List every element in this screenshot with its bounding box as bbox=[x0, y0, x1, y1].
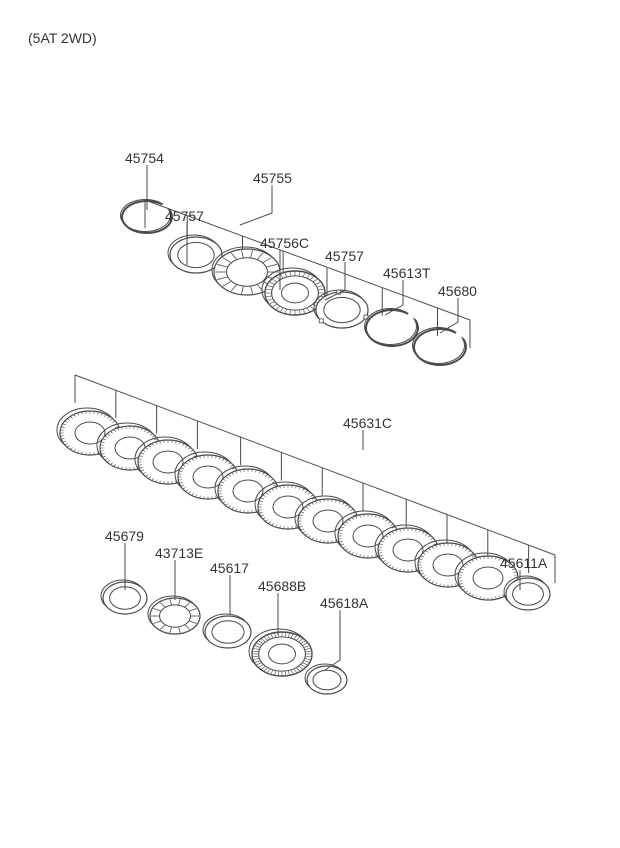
part-label-45680: 45680 bbox=[438, 283, 477, 299]
part-label-45631C: 45631C bbox=[343, 415, 392, 431]
part-label-45679: 45679 bbox=[105, 528, 144, 544]
part-label-45688B: 45688B bbox=[258, 578, 306, 594]
part-label-45611A: 45611A bbox=[500, 555, 547, 571]
part-label-45757a: 45757 bbox=[165, 208, 204, 224]
part-ring bbox=[101, 580, 147, 614]
part-label-45755: 45755 bbox=[253, 170, 292, 186]
part-label-45613T: 45613T bbox=[383, 265, 430, 281]
part-ring bbox=[168, 235, 222, 273]
diagram-svg bbox=[0, 0, 620, 848]
part-label-45754: 45754 bbox=[125, 150, 164, 166]
part-label-45757b: 45757 bbox=[325, 248, 364, 264]
part-ring bbox=[305, 664, 347, 694]
part-label-45618A: 45618A bbox=[320, 595, 368, 611]
part-label-45756C: 45756C bbox=[260, 235, 309, 251]
part-label-45617: 45617 bbox=[210, 560, 249, 576]
part-snapring bbox=[413, 328, 466, 365]
part-ring bbox=[203, 614, 251, 648]
part-bearing bbox=[249, 629, 312, 676]
part-label-43713E: 43713E bbox=[155, 545, 203, 561]
part-gear bbox=[148, 596, 200, 634]
part-snapring bbox=[365, 309, 418, 346]
diagram-canvas: (5AT 2WD) 45754457574575545756C457574561… bbox=[0, 0, 620, 848]
